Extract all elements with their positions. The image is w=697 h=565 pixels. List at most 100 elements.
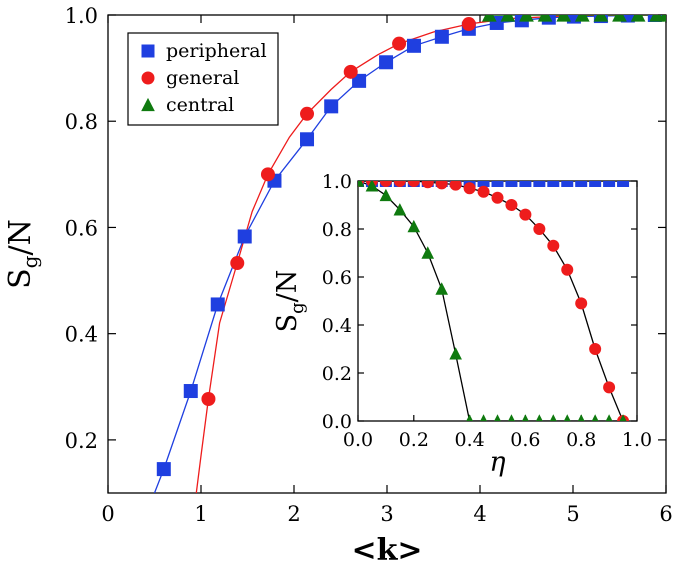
data-point-peripheral	[561, 181, 574, 187]
data-point-general	[421, 181, 434, 189]
data-point-general	[260, 167, 275, 182]
data-point-central	[508, 414, 515, 421]
data-point-central	[379, 188, 393, 202]
x-tick-label: 5	[566, 502, 579, 526]
y-tick-label: 0.2	[65, 429, 98, 453]
data-point-peripheral	[477, 181, 490, 187]
data-point-peripheral	[491, 181, 504, 187]
legend-marker-general	[141, 71, 155, 85]
data-point-peripheral	[237, 229, 252, 244]
y-tick-label: 0.6	[322, 267, 352, 289]
data-point-central	[549, 414, 557, 421]
data-point-central	[466, 414, 474, 421]
x-tick-label: 2	[287, 502, 300, 526]
y-axis-title-tail: /N	[3, 219, 38, 255]
y-axis-title-main: S	[3, 268, 38, 289]
data-point-peripheral	[352, 73, 367, 88]
data-point-central	[421, 246, 435, 259]
data-point-peripheral	[533, 181, 546, 187]
data-point-general	[461, 17, 476, 32]
data-point-peripheral	[620, 15, 635, 23]
data-point-peripheral	[210, 297, 225, 312]
data-point-general	[379, 181, 392, 187]
data-point-central	[435, 282, 448, 295]
x-tick-label: 0.8	[566, 429, 596, 451]
data-point-central	[393, 203, 407, 216]
data-point-central	[535, 414, 543, 421]
data-point-central	[619, 414, 627, 421]
data-point-general	[589, 343, 602, 355]
data-point-general	[300, 106, 315, 121]
data-point-general	[407, 181, 420, 187]
x-tick-label: 0.0	[343, 429, 373, 451]
legend-marker-central	[141, 97, 155, 112]
data-point-peripheral	[547, 181, 560, 187]
y-tick-label: 0.8	[322, 219, 352, 241]
x-tick-label: 0	[101, 502, 114, 526]
data-point-peripheral	[379, 55, 394, 70]
data-point-central	[449, 347, 462, 360]
y-tick-label: 0.8	[65, 110, 98, 134]
x-tick-label: 6	[659, 502, 672, 526]
data-point-central	[481, 15, 497, 22]
x-axis-title: η	[489, 447, 505, 478]
data-point-general	[519, 208, 532, 221]
x-tick-label: 0.6	[510, 429, 540, 451]
data-point-central	[593, 15, 609, 22]
data-point-peripheral	[603, 181, 616, 187]
data-point-peripheral	[156, 462, 171, 477]
data-point-general	[491, 191, 504, 204]
data-point-central	[630, 15, 646, 22]
data-point-central	[591, 414, 599, 421]
legend-marker-peripheral	[141, 44, 155, 58]
data-point-general	[449, 181, 462, 191]
data-point-peripheral	[589, 181, 602, 187]
legend-label-central: central	[166, 94, 234, 116]
data-point-general	[343, 64, 358, 79]
data-point-central	[537, 15, 553, 22]
data-point-peripheral	[434, 29, 449, 44]
x-tick-label: 1.0	[622, 429, 652, 451]
data-point-central	[574, 15, 590, 22]
y-axis-title-main: S	[272, 314, 303, 333]
y-tick-label: 0.2	[322, 363, 352, 385]
data-point-peripheral	[324, 99, 339, 114]
inset-plot: 0.0 0.2 0.4 0.6 0.8 1.0 0.0 0.2 0.4 0.6 0.8 1.0 η Sg/…	[272, 171, 652, 478]
data-point-general	[603, 381, 616, 394]
data-point-central	[612, 15, 627, 22]
data-point-general	[575, 297, 588, 310]
x-tick-label: 4	[473, 502, 486, 526]
legend: peripheral general central	[127, 32, 279, 126]
data-point-central	[500, 15, 516, 22]
data-point-central	[605, 414, 613, 421]
data-point-general	[201, 391, 216, 406]
data-point-general	[463, 182, 476, 195]
data-point-central	[521, 414, 529, 421]
x-tick-label: 1	[194, 502, 207, 526]
data-point-central	[556, 15, 572, 22]
y-tick-label: 0.4	[322, 315, 352, 337]
data-point-peripheral	[519, 181, 532, 187]
x-tick-label: 0.4	[454, 429, 484, 451]
data-point-central	[407, 219, 421, 233]
series-layer	[153, 15, 666, 493]
data-point-central	[480, 414, 487, 421]
legend-label-peripheral: peripheral	[166, 40, 267, 62]
y-tick-label: 0.4	[65, 323, 98, 347]
data-point-general	[435, 181, 448, 190]
data-point-general	[393, 181, 406, 187]
y-tick-label: 1.0	[65, 4, 98, 28]
y-axis-title-sub: g	[18, 255, 42, 268]
y-axis-title-sub: g	[287, 302, 308, 314]
data-point-general	[561, 263, 574, 276]
data-point-peripheral	[183, 384, 198, 399]
inset-frame	[357, 180, 638, 422]
data-point-general	[477, 185, 490, 198]
data-point-peripheral	[575, 181, 588, 187]
legend-label-general: general	[166, 67, 239, 89]
data-point-central	[494, 414, 501, 421]
data-point-peripheral	[617, 181, 630, 187]
data-point-peripheral	[406, 38, 421, 53]
data-point-general	[505, 199, 518, 211]
data-point-central	[358, 181, 365, 187]
